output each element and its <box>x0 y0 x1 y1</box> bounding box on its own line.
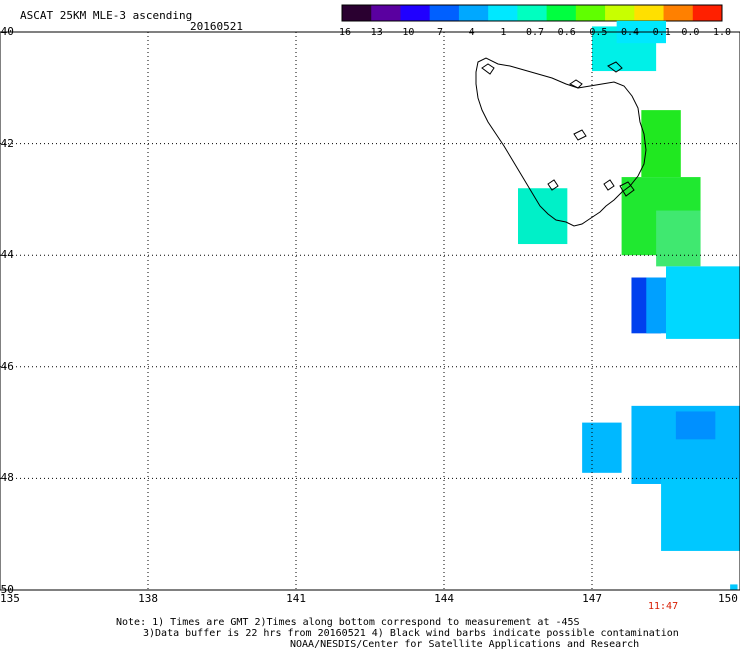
colorbar-swatch <box>429 5 460 21</box>
pass-time: 11:47 <box>648 601 679 612</box>
swath-cell <box>518 188 568 245</box>
swath-cell <box>675 411 716 440</box>
colorbar-frame <box>341 4 723 22</box>
swath-cell <box>661 478 740 551</box>
tasmania-coastline <box>475 57 647 227</box>
x-tick-label: 144 <box>434 592 454 605</box>
map-title: ASCAT 25KM MLE-3 ascending <box>20 9 193 22</box>
colorbar-swatch <box>488 5 518 21</box>
note-line-1: Note: 1) Times are GMT 2)Times along bot… <box>116 617 580 628</box>
colorbar-label: -13 <box>364 27 383 38</box>
colorbar-label: -0.1 <box>646 27 671 38</box>
colorbar-swatch <box>546 5 577 21</box>
colorbar-swatch <box>605 5 635 21</box>
colorbar-label: -10 <box>396 27 415 38</box>
colorbar-swatch <box>342 5 372 21</box>
colorbar-swatch <box>458 5 489 21</box>
map-date: 20160521 <box>190 20 243 33</box>
colorbar-label: -1 <box>494 27 507 38</box>
swath-cell <box>641 110 681 178</box>
y-tick-label: -50 <box>0 583 14 596</box>
plot-frame <box>0 31 740 591</box>
swath-cell <box>666 266 740 339</box>
x-tick-label: 138 <box>138 592 158 605</box>
swath-cells <box>518 20 740 590</box>
y-tick-label: -46 <box>0 359 14 373</box>
colorbar-label: -4 <box>462 27 475 38</box>
coastal-islands <box>481 61 635 197</box>
x-tick-label: 150 <box>718 592 738 605</box>
colorbar-swatch <box>692 5 723 21</box>
note-line-3: NOAA/NESDIS/Center for Satellite Applica… <box>290 639 640 650</box>
y-tick-label: -48 <box>0 471 14 485</box>
colorbar <box>341 4 723 22</box>
colorbar-swatch <box>371 5 401 21</box>
x-tick-label: 141 <box>286 592 306 605</box>
colorbar-label: 0.0 <box>681 27 700 38</box>
colorbar-label: -7 <box>431 27 444 38</box>
y-tick-label: -42 <box>0 136 14 150</box>
colorbar-swatch <box>575 5 606 21</box>
colorbar-label: -0.4 <box>615 27 640 38</box>
swath-cell <box>656 210 701 267</box>
swath-cell <box>730 584 738 590</box>
swath-cell <box>582 422 622 473</box>
colorbar-label: -0.7 <box>520 27 545 38</box>
colorbar-label: -0.5 <box>583 27 608 38</box>
y-tick-label: -44 <box>0 248 14 262</box>
graticule <box>0 32 740 590</box>
colorbar-swatch <box>663 5 694 21</box>
colorbar-swatch <box>517 5 548 21</box>
y-tick-label: -40 <box>0 25 14 38</box>
colorbar-label: -0.6 <box>551 27 576 38</box>
colorbar-swatch <box>634 5 665 21</box>
colorbar-swatch <box>400 5 431 21</box>
colorbar-label: -16 <box>333 27 352 38</box>
x-tick-label: 147 <box>582 592 602 605</box>
colorbar-label: 1.0 <box>713 27 732 38</box>
note-line-2: 3)Data buffer is 22 hrs from 20160521 4)… <box>143 628 679 639</box>
x-tick-label: 135 <box>0 592 20 605</box>
